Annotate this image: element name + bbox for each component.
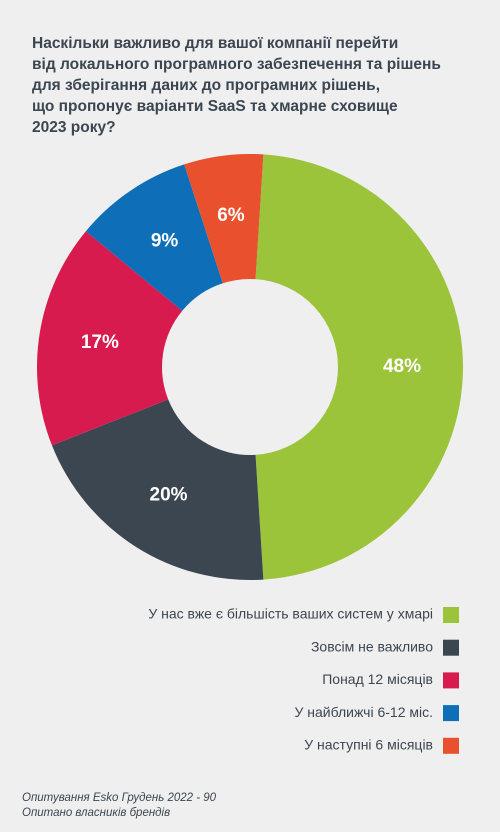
donut-segment — [255, 154, 464, 580]
legend-label: Понад 12 місяців — [322, 671, 433, 687]
legend-label: У нас вже є більшість ваших систем у хма… — [148, 606, 433, 622]
donut-segment — [85, 164, 223, 311]
legend-label: У найближчі 6-12 міс. — [294, 704, 433, 720]
footnote: Опитано власників брендів — [22, 807, 170, 819]
data-label: 6% — [217, 205, 245, 226]
chart-title: 2023 року? — [32, 119, 116, 136]
legend-label: Зовсім не важливо — [311, 638, 433, 654]
legend-swatch — [443, 607, 459, 623]
legend-swatch — [443, 639, 459, 656]
data-label: 48% — [383, 356, 421, 377]
chart-title: для зберігання даних до програмних рішен… — [32, 77, 380, 94]
donut-segment — [37, 231, 183, 446]
donut-segment — [51, 399, 264, 580]
legend-swatch — [443, 737, 459, 754]
legend-swatch — [443, 672, 459, 689]
donut-segment — [184, 154, 264, 284]
legend-label: У наступні 6 місяців — [304, 737, 433, 753]
footnote: Опитування Esko Грудень 2022 - 90 — [22, 792, 217, 804]
chart-title: що пропонує варіанти SaaS та хмарне схов… — [32, 98, 398, 115]
chart-title: від локального програмного забезпечення … — [32, 56, 441, 73]
legend-swatch — [443, 705, 459, 722]
chart-title: Наскільки важливо для вашої компанії пер… — [32, 35, 398, 52]
data-label: 9% — [151, 230, 179, 251]
data-label: 17% — [81, 332, 119, 353]
data-label: 20% — [150, 484, 188, 505]
